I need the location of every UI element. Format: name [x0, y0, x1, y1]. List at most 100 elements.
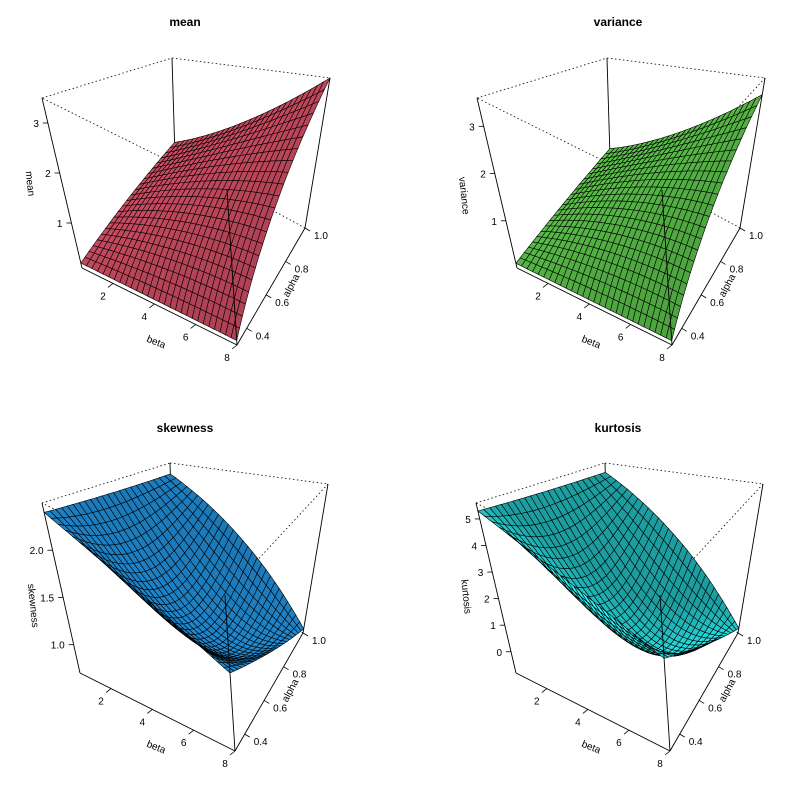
y-tick-mark [718, 666, 724, 671]
x-tick-label: 6 [618, 332, 624, 343]
x-tick-mark [664, 750, 671, 756]
y-tick-mark [698, 700, 705, 704]
z-tick-label: 3 [469, 122, 475, 133]
y-tick-mark [720, 261, 726, 265]
box-top-edge-2 [659, 483, 764, 596]
box-top-edge-3 [41, 97, 228, 191]
box-front-edge-3 [659, 594, 671, 752]
x-tick-mark [229, 750, 236, 756]
mean-panel: 2 4 6 8 0.4 0.6 0.8 1.0 1 2 3 mean beta alpha mean [23, 15, 331, 364]
z-axis-label: kurtosis [458, 579, 473, 614]
box-front-edge-1 [516, 267, 673, 346]
z-tick-label: 4 [471, 542, 477, 553]
x-tick-mark [149, 303, 155, 309]
x-tick-mark [584, 303, 590, 309]
x-tick-mark [147, 709, 153, 714]
box-front-edge-3 [226, 189, 238, 346]
box-back-floor-edge [609, 156, 741, 229]
z-axis-label: variance [456, 176, 471, 215]
box-front-edge-2 [671, 227, 741, 346]
box-front-edge-2 [234, 632, 304, 752]
box-front-edge-0 [476, 97, 518, 269]
y-axis-label: alpha [281, 272, 302, 299]
box-back-floor-edge [174, 156, 306, 229]
skewness-surface [43, 473, 305, 674]
y-tick-label: 1.0 [314, 231, 328, 242]
z-tick-label: 2 [480, 170, 486, 181]
box-back-vertical-edge [606, 57, 611, 158]
x-tick-label: 6 [616, 738, 622, 749]
y-tick-label: 0.8 [295, 264, 309, 275]
z-tick-label: 0 [496, 648, 502, 659]
box-top-edge-0 [476, 57, 608, 99]
x-tick-label: 8 [659, 353, 665, 364]
z-tick-label: 2 [45, 169, 51, 180]
box-front-edge-1 [515, 672, 671, 752]
x-tick-mark [623, 729, 630, 735]
panel-title: kurtosis [595, 421, 642, 435]
z-tick-label: 2.0 [30, 546, 44, 557]
z-tick-label: 1.5 [40, 593, 54, 604]
x-tick-mark [190, 324, 196, 329]
box-top-edge-3 [476, 97, 663, 191]
x-tick-label: 2 [534, 697, 540, 708]
surface-cell [665, 326, 675, 342]
box-top-edge-0 [41, 57, 173, 99]
x-tick-label: 6 [183, 332, 189, 343]
y-tick-mark [285, 261, 291, 265]
kurtosis-surface [477, 471, 740, 659]
box-front-edge-4 [304, 77, 331, 229]
box-front-edge-1 [81, 267, 238, 346]
y-tick-label: 0.4 [254, 737, 268, 748]
x-axis-label: beta [580, 334, 603, 352]
y-tick-label: 0.4 [689, 737, 703, 748]
y-tick-mark [304, 227, 311, 232]
x-tick-label: 8 [657, 759, 663, 770]
y-tick-label: 0.6 [708, 703, 722, 714]
x-tick-mark [541, 688, 548, 693]
x-tick-label: 8 [224, 353, 230, 364]
box-front-edge-2 [236, 227, 306, 346]
x-tick-mark [666, 344, 673, 350]
x-axis-label: beta [145, 739, 168, 757]
box-top-edge-1 [169, 462, 329, 485]
kurtosis-panel: 2 4 6 8 0.4 0.6 0.8 1.0 0 1 2 3 4 5 kurtosis beta alp… [458, 421, 764, 770]
x-tick-mark [542, 283, 549, 288]
box-front-edge-4 [737, 483, 764, 634]
y-axis-label: alpha [280, 677, 301, 704]
x-tick-label: 4 [142, 312, 148, 323]
x-tick-mark [625, 324, 631, 329]
y-tick-label: 0.6 [273, 703, 287, 714]
y-tick-mark [265, 294, 272, 299]
box-top-edge-1 [604, 462, 764, 485]
x-tick-mark [105, 688, 112, 693]
box-front-edge-3 [224, 594, 236, 752]
x-tick-mark [582, 709, 589, 714]
z-tick-label: 3 [478, 568, 484, 579]
box-top-edge-1 [606, 57, 766, 79]
y-tick-mark [700, 294, 707, 299]
y-tick-label: 0.4 [256, 331, 270, 342]
y-tick-mark [244, 733, 250, 738]
x-tick-label: 4 [577, 312, 583, 323]
box-front-edge-4 [302, 483, 329, 634]
x-tick-label: 2 [535, 291, 541, 302]
z-tick-label: 2 [484, 595, 490, 606]
box-front-edge-3 [661, 189, 673, 346]
z-axis-label: mean [23, 171, 37, 197]
y-tick-label: 1.0 [312, 636, 326, 647]
z-tick-label: 1.0 [51, 641, 65, 652]
variance-surface [515, 93, 763, 342]
panel-title: mean [169, 15, 200, 29]
y-tick-mark [302, 632, 309, 637]
y-tick-label: 0.6 [275, 298, 289, 309]
z-tick-label: 1 [57, 219, 63, 230]
panel-title: variance [594, 15, 643, 29]
y-tick-mark [283, 666, 289, 671]
box-front-edge-0 [41, 97, 83, 269]
y-axis-label: alpha [717, 272, 738, 299]
y-tick-label: 1.0 [747, 636, 761, 647]
box-top-edge-2 [224, 483, 329, 596]
